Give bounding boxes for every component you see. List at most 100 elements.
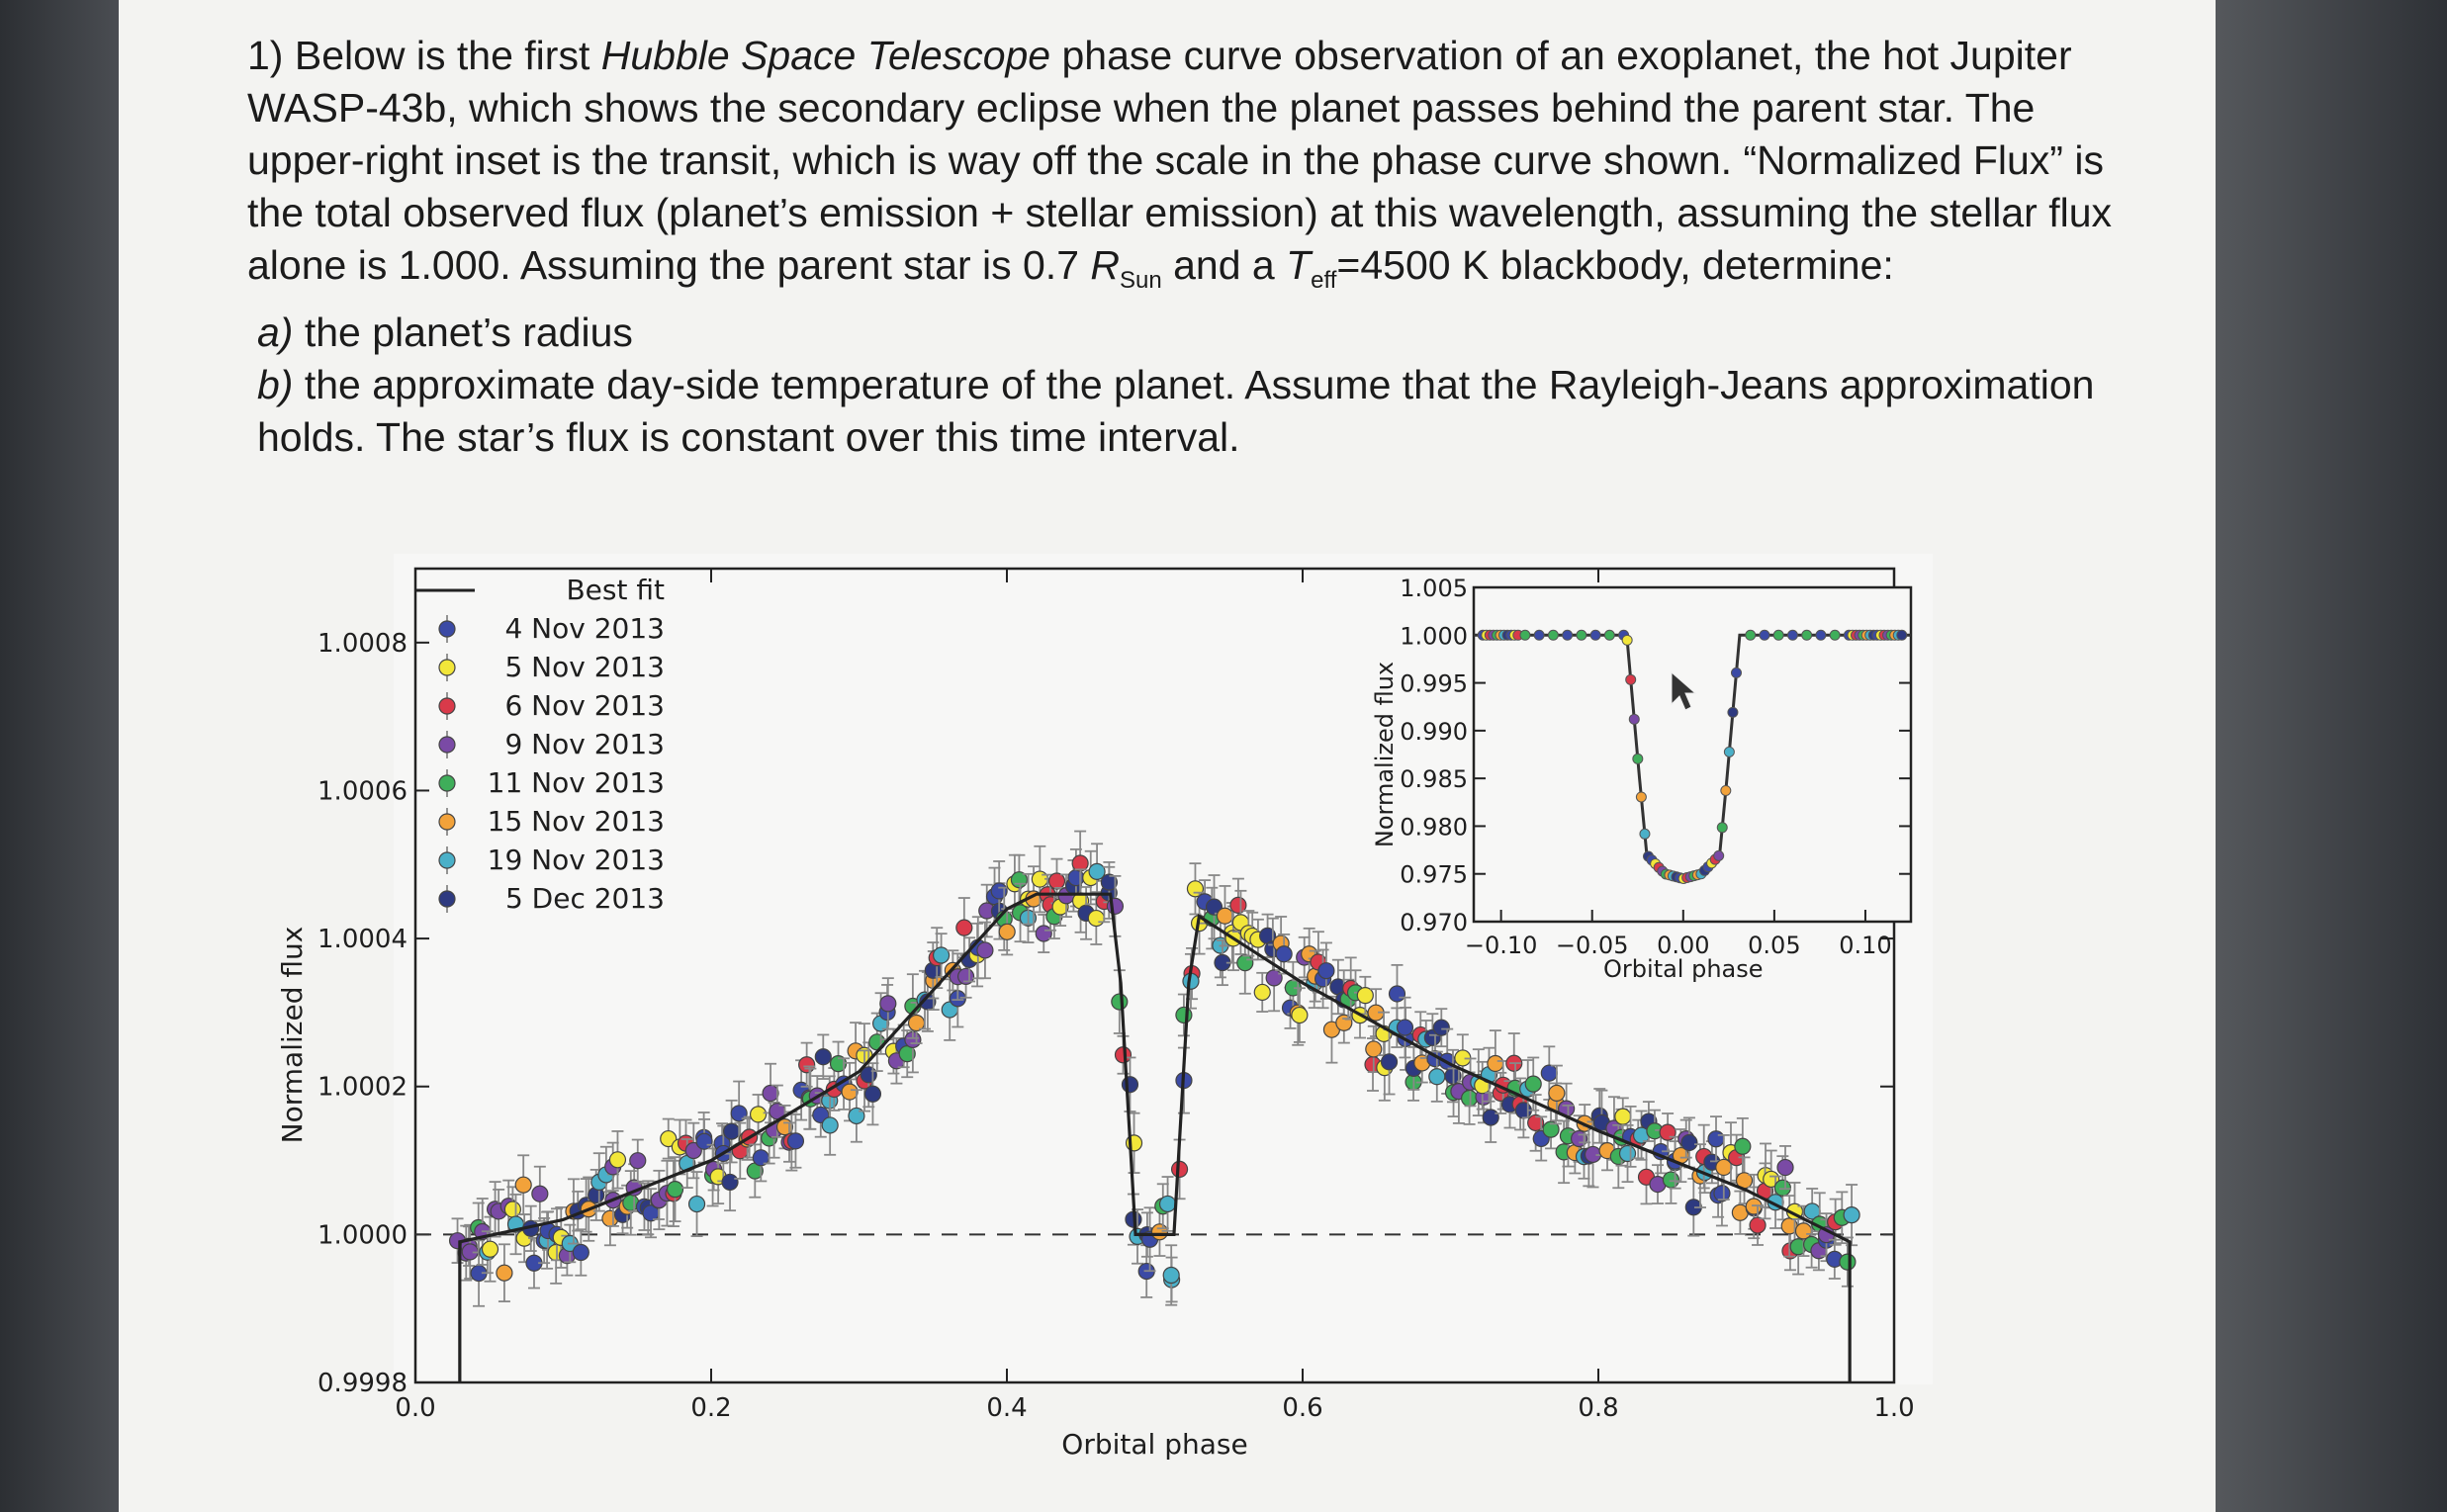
legend-point-swatch [438, 813, 456, 831]
mouse-cursor-icon [1671, 670, 1697, 711]
legend-label: Best fit [566, 574, 665, 606]
part-b-letter: b) [257, 362, 294, 408]
problem-statement: 1) Below is the first Hubble Space Teles… [247, 30, 2146, 464]
inset-data-point [1519, 629, 1531, 641]
telescope-name: Hubble Space Telescope [600, 33, 1051, 78]
x-tick-label: 0.2 [690, 1393, 731, 1423]
legend-point-swatch [438, 620, 456, 638]
inset-data-point [1533, 629, 1545, 641]
inset-data-points [1477, 629, 1908, 884]
data-point [1150, 1223, 1169, 1241]
data-point [998, 923, 1016, 940]
data-point [1428, 1068, 1446, 1086]
temperature-subscript: eff [1311, 267, 1337, 295]
part-a: a) the planet’s radius [247, 307, 2146, 359]
legend-label: 9 Nov 2013 [504, 728, 665, 760]
x-tick-label: 0.0 [395, 1393, 435, 1423]
intro-text-4: =4500 K blackbody, determine: [1336, 242, 1894, 288]
inset-x-axis-label: Orbital phase [1603, 955, 1764, 983]
x-tick-label: 0.8 [1578, 1393, 1618, 1423]
data-point [762, 1084, 779, 1103]
inset-y-tick-label: 1.000 [1400, 622, 1468, 650]
part-b-text: the approximate day-side temperature of … [257, 362, 2095, 461]
legend-label: 5 Nov 2013 [504, 651, 665, 683]
data-point [1487, 1054, 1504, 1073]
inset-y-tick-label: 0.990 [1400, 718, 1468, 746]
screen-bezel-left [0, 0, 119, 1512]
inset-data-point [1801, 629, 1813, 641]
inset-data-point [1759, 629, 1770, 641]
screen-bezel-right [2216, 0, 2447, 1512]
y-tick-label: 1.0006 [317, 776, 408, 806]
data-point [1548, 1084, 1566, 1102]
data-point [1749, 1216, 1767, 1234]
inset-data-point [1632, 753, 1644, 764]
inset-frame [1472, 585, 1913, 924]
data-point [721, 1173, 739, 1192]
inset-y-tick-label: 0.975 [1400, 861, 1468, 889]
data-point [481, 1240, 499, 1258]
data-point [821, 1116, 839, 1134]
data-point [1088, 862, 1106, 880]
data-point [1542, 1120, 1560, 1138]
data-point [1662, 1171, 1680, 1189]
legend-point-swatch [438, 659, 456, 676]
data-point [1680, 1133, 1698, 1152]
inset-data-point [1635, 791, 1647, 803]
data-point [1216, 907, 1234, 925]
inset-y-tick-label: 0.995 [1400, 670, 1468, 698]
data-point [1236, 954, 1254, 972]
data-point [786, 1132, 805, 1150]
data-point [1162, 1266, 1180, 1285]
inset-data-point [1621, 634, 1633, 646]
data-point [660, 1129, 678, 1148]
inset-data-point [1720, 784, 1732, 796]
inset-x-tick-label: 0.00 [1657, 932, 1709, 959]
part-a-text: the planet’s radius [293, 310, 633, 356]
data-point [629, 1152, 647, 1170]
inset-y-tick-label: 0.985 [1400, 765, 1468, 793]
data-point [1773, 1179, 1791, 1197]
data-point [1776, 1158, 1794, 1177]
legend-label: 5 Dec 2013 [505, 882, 665, 915]
data-point [608, 1151, 627, 1169]
data-point [1713, 1185, 1731, 1202]
radius-subscript: Sun [1120, 267, 1162, 295]
radius-symbol: R [1090, 242, 1121, 288]
inset-data-point [1829, 629, 1841, 641]
data-points [448, 830, 1860, 1307]
data-point [1396, 1019, 1414, 1036]
data-point [1205, 898, 1224, 916]
data-point [687, 1195, 706, 1213]
legend-point-swatch [438, 890, 456, 908]
inset-data-point [1713, 849, 1725, 861]
data-point [976, 941, 994, 959]
data-point [531, 1185, 549, 1202]
intro-text-1: 1) Below is the first [247, 33, 601, 78]
legend-label: 11 Nov 2013 [488, 766, 665, 799]
data-point [1047, 872, 1066, 890]
data-point [1265, 969, 1283, 987]
legend-label: 4 Nov 2013 [504, 612, 665, 645]
inset-data-point [1727, 706, 1739, 718]
x-tick-label: 0.6 [1282, 1393, 1322, 1423]
inset-data-point [1716, 822, 1728, 834]
data-point [1540, 1064, 1558, 1082]
data-point [1618, 1144, 1637, 1163]
data-point [1175, 1006, 1193, 1024]
data-point [514, 1176, 532, 1194]
data-point [1356, 987, 1374, 1005]
data-point [1461, 1090, 1479, 1108]
inset-data-point [1772, 629, 1784, 641]
data-point [1317, 962, 1335, 980]
x-tick-label: 0.4 [986, 1393, 1027, 1423]
transit-inset-plot: 1.005 1.000 0.995 0.990 0.985 0.980 0.975 0.970… [1371, 575, 1913, 983]
data-point [1843, 1206, 1860, 1224]
legend-label: 19 Nov 2013 [488, 844, 665, 876]
data-point [1335, 1014, 1353, 1031]
inset-data-point [1723, 746, 1735, 757]
inset-data-point [1786, 629, 1798, 641]
inset-data-point [1730, 667, 1742, 678]
inset-data-point [1639, 828, 1651, 840]
data-point [1482, 1109, 1499, 1126]
